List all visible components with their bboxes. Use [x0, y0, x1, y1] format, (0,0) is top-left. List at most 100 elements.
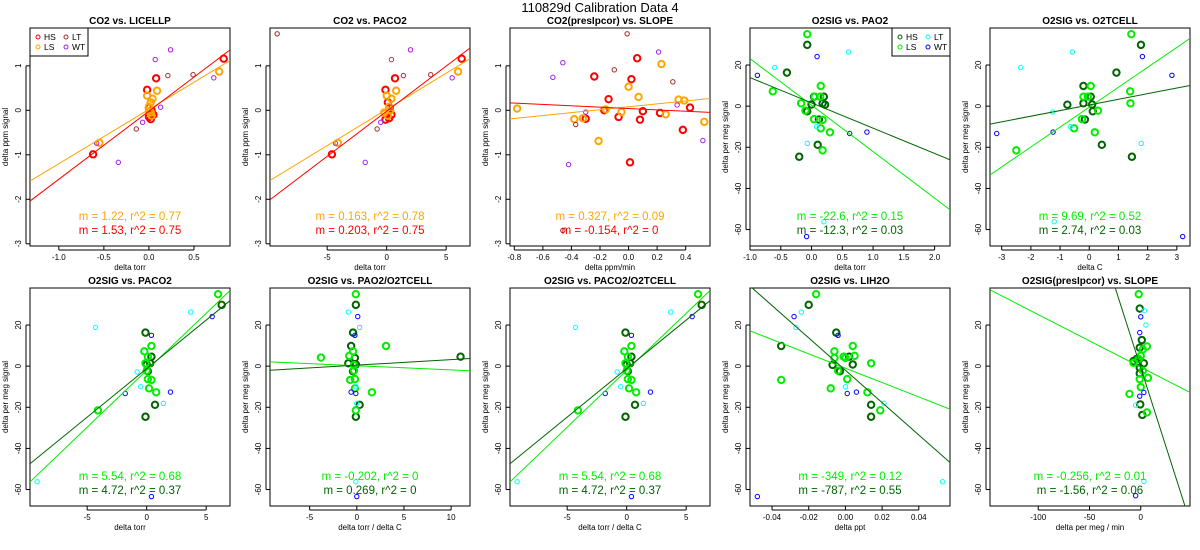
y-tick-label: -40	[14, 442, 23, 454]
data-point-ls	[634, 92, 643, 102]
data-point-lt	[624, 31, 630, 37]
data-point-wt	[628, 332, 635, 339]
y-tick-label: -60	[734, 483, 743, 495]
data-point-ls	[776, 375, 786, 385]
data-point-ls	[1125, 389, 1134, 399]
legend-marker-lt	[63, 34, 69, 40]
data-point-wt	[583, 109, 589, 115]
x-axis-label: delta torr / delta C	[338, 523, 402, 532]
x-tick-label: -0.5	[97, 253, 111, 262]
x-axis-label: delta C	[1077, 263, 1103, 272]
plot-area	[510, 31, 710, 234]
data-point-wt	[864, 129, 870, 135]
y-axis-label: delta ppm signal	[241, 108, 250, 166]
data-point-hs	[819, 92, 829, 101]
data-point-lt	[842, 384, 849, 390]
legend-marker-lt	[925, 34, 931, 40]
data-point-lt	[160, 400, 167, 407]
data-point-lt	[134, 369, 140, 375]
data-point-ls	[818, 115, 827, 125]
fit-line-ls	[990, 289, 1190, 393]
data-point-lt	[1051, 219, 1057, 225]
data-point-lt	[374, 126, 380, 132]
data-point-wt	[560, 60, 566, 66]
legend-marker-wt	[63, 44, 69, 50]
y-tick-label: -60	[974, 223, 983, 235]
data-point-wt	[674, 102, 680, 108]
data-point-hs	[456, 352, 465, 361]
data-point-ls	[876, 406, 885, 415]
fit-line-ls	[510, 290, 710, 483]
x-tick-label: 0	[384, 253, 389, 262]
x-tick-label: -0.2	[593, 253, 607, 262]
x-tick-label: 0	[624, 513, 629, 522]
plot-area	[30, 289, 230, 500]
plot-area	[270, 289, 470, 500]
legend-label: LS	[44, 42, 55, 52]
data-point-lt	[353, 384, 359, 390]
chart-panel-6: O2SIG vs. PACO2 -5 0 5 delta torr -60 -40 -20 0 2…	[1, 276, 231, 532]
data-point-wt	[1138, 314, 1144, 320]
legend-label: WT	[72, 42, 85, 52]
y-tick-label: -3	[14, 240, 23, 248]
data-point-hs	[219, 54, 228, 63]
data-point-ls	[624, 384, 634, 393]
data-point-wt	[791, 313, 797, 320]
data-point-ls	[700, 117, 709, 127]
data-point-hs	[1139, 359, 1149, 368]
legend-label: HS	[906, 32, 918, 42]
data-point-ls	[1079, 92, 1088, 101]
y-tick-label: 20	[974, 60, 983, 69]
fit-line-hs	[990, 84, 1190, 125]
y-tick-label: -60	[254, 483, 263, 495]
data-point-wt	[167, 47, 174, 53]
data-point-ls	[391, 86, 401, 95]
data-point-lt	[793, 324, 799, 331]
x-axis-label: delta per meg / min	[1056, 523, 1124, 532]
x-axis-label: delta torr	[114, 263, 146, 272]
data-point-wt	[407, 47, 414, 53]
data-point-wt	[115, 159, 121, 166]
y-tick-label: -3	[494, 240, 503, 248]
y-tick-label: -60	[14, 483, 23, 495]
fit-annotation: m = 4.72, r^2 = 0.37	[559, 485, 662, 497]
data-point-lt	[1143, 322, 1149, 328]
plot-area	[270, 31, 470, 201]
data-point-hs	[804, 300, 813, 310]
data-point-wt	[647, 389, 654, 395]
data-point-ls	[316, 353, 326, 362]
data-point-ls	[796, 99, 806, 108]
y-tick-label: 0	[974, 103, 983, 108]
data-point-hs	[141, 412, 150, 421]
data-point-ls	[1077, 114, 1087, 124]
data-point-ls	[570, 115, 579, 124]
data-point-ls	[345, 351, 354, 361]
data-point-wt	[853, 389, 860, 395]
data-point-hs	[351, 300, 361, 310]
x-tick-label: 0.5	[188, 253, 200, 262]
data-point-hs	[390, 74, 400, 83]
data-point-lt	[1138, 140, 1144, 147]
data-point-wt	[1169, 72, 1175, 79]
data-point-hs	[1137, 335, 1146, 345]
fit-annotation: m = 4.72, r^2 = 0.37	[79, 485, 182, 497]
data-point-wt	[1139, 53, 1146, 60]
legend-label: LS	[906, 42, 917, 52]
y-tick-label: 1	[14, 63, 23, 68]
data-point-lt	[345, 309, 352, 315]
fit-annotation: m = 9.69, r^2 = 0.52	[1039, 211, 1142, 223]
x-tick-label: 0.5	[837, 253, 849, 262]
x-tick-label: -0.02	[800, 513, 819, 522]
x-tick-label: 0	[355, 513, 360, 522]
fit-line-hs	[510, 102, 710, 113]
x-tick-label: -0.6	[536, 253, 550, 262]
data-point-ls	[627, 375, 636, 385]
y-tick-label: 0	[494, 363, 503, 368]
data-point-hs	[803, 40, 812, 50]
x-tick-label: 1.5	[898, 253, 910, 262]
plot-area	[30, 47, 230, 202]
chart-title: CO2 vs. LICELLP	[89, 16, 171, 27]
data-point-hs	[630, 400, 640, 410]
data-point-wt	[700, 137, 706, 144]
data-point-ls	[1136, 382, 1145, 392]
